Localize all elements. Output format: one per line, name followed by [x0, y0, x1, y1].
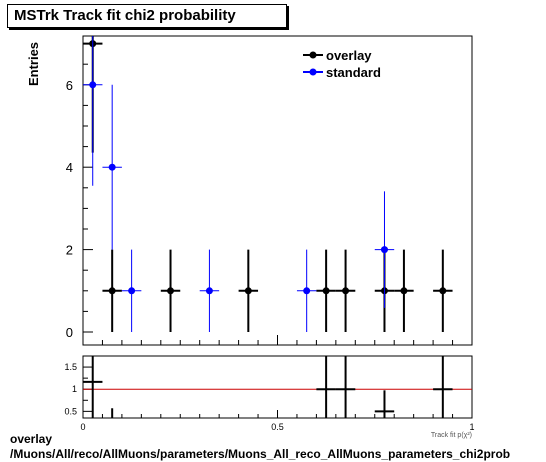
ratio-point: [83, 356, 103, 418]
standard-point: [374, 191, 395, 308]
overlay-point: [160, 249, 181, 332]
standard-marker: [380, 246, 388, 254]
standard-marker: [205, 287, 213, 295]
overlay-marker: [400, 287, 408, 295]
standard-point: [102, 84, 122, 250]
legend: overlay standard: [303, 48, 381, 80]
ratio-y-tick-label: 0.5: [64, 406, 77, 416]
y-tick-label: 0: [66, 325, 73, 340]
ratio-y-tick-label: 1.5: [64, 362, 77, 372]
legend-swatch-marker: [309, 68, 317, 76]
standard-point: [199, 249, 220, 332]
legend-entry: standard: [303, 65, 381, 80]
overlay-marker: [167, 287, 175, 295]
ratio-series: [83, 356, 472, 418]
overlay-marker: [244, 287, 252, 295]
ratio-plot-frame: [82, 355, 473, 419]
y-tick-label: 2: [66, 243, 73, 258]
overlay-marker: [342, 287, 350, 295]
y-tick-label: 6: [66, 78, 73, 93]
standard-point: [121, 249, 142, 332]
standard-marker: [89, 81, 97, 89]
legend-label: overlay: [326, 48, 372, 63]
legend-label: standard: [326, 65, 381, 80]
overlay-point: [316, 249, 336, 332]
overlay-point: [335, 249, 356, 332]
overlay-point: [238, 249, 259, 332]
standard-marker: [108, 163, 116, 171]
main-frame-border: [82, 35, 473, 346]
overlay-point: [394, 249, 414, 332]
ratio-point: [316, 356, 336, 418]
main-plot-frame: [82, 35, 473, 346]
ratio-y-tick-label: 1: [72, 384, 77, 394]
overlay-marker: [108, 287, 116, 295]
standard-point: [296, 249, 317, 332]
standard-point: [83, 36, 103, 186]
ratio-x-tick-label: 1: [469, 422, 474, 432]
main-series: [83, 36, 453, 332]
footer-label: overlay: [10, 432, 53, 446]
standard-marker: [303, 287, 311, 295]
ratio-x-tick-label: 0.5: [271, 422, 284, 432]
footer-path: /Muons/All/reco/AllMuons/parameters/Muon…: [10, 447, 511, 461]
ratio-x-tick-label: 0: [80, 422, 85, 432]
overlay-marker: [439, 287, 447, 295]
overlay-point: [433, 249, 453, 332]
ratio-point: [433, 356, 453, 418]
overlay-point: [102, 249, 122, 332]
main-axes: 0 2 4 6 Entries: [26, 42, 473, 345]
ratio-point: [335, 356, 356, 418]
overlay-marker: [322, 287, 330, 295]
ratio-frame-border: [82, 355, 473, 419]
standard-marker: [128, 287, 136, 295]
y-axis-label: Entries: [26, 42, 41, 86]
y-tick-label: 4: [66, 160, 73, 175]
legend-entry: overlay: [303, 48, 372, 63]
ratio-point: [374, 390, 395, 418]
chart-title: MSTrk Track fit chi2 probability: [14, 7, 236, 24]
legend-swatch-marker: [309, 51, 317, 59]
x-axis-label: Track fit p(χ²): [431, 432, 472, 439]
chart-title-box: MSTrk Track fit chi2 probability: [7, 4, 287, 28]
